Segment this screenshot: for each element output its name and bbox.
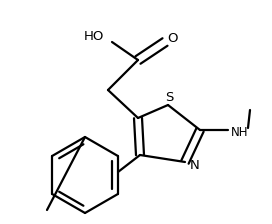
Text: HO: HO xyxy=(84,30,104,43)
Text: S: S xyxy=(165,90,173,103)
Text: N: N xyxy=(190,159,200,172)
Text: NH: NH xyxy=(231,125,249,138)
Text: O: O xyxy=(168,32,178,45)
